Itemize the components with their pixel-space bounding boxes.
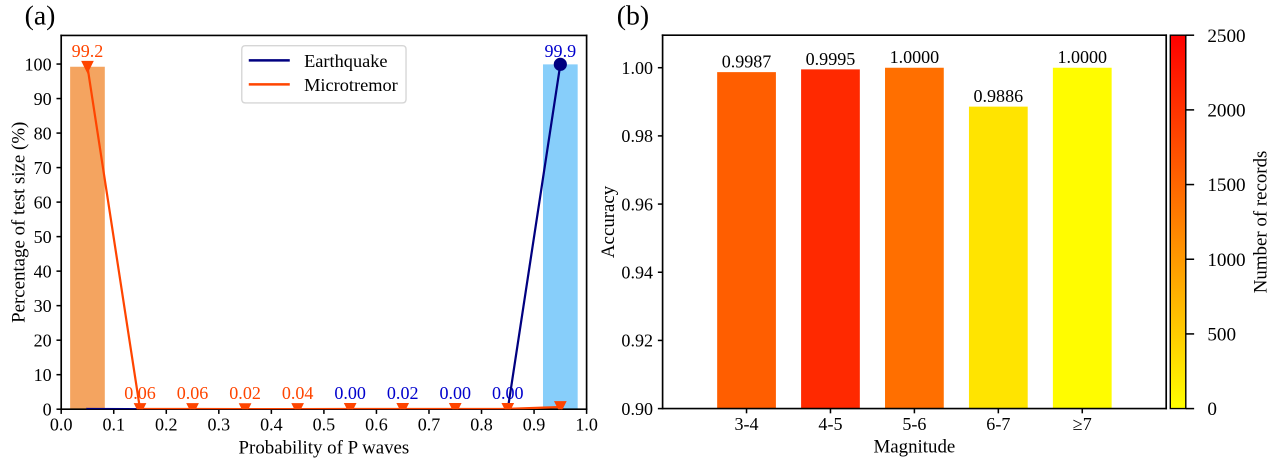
svg-text:0.1: 0.1 [102,415,125,435]
svg-text:50: 50 [34,227,52,247]
svg-text:0.92: 0.92 [621,331,653,351]
svg-text:0: 0 [43,399,52,419]
svg-text:0.9995: 0.9995 [806,49,856,69]
svg-text:Probability of P waves: Probability of P waves [239,437,410,458]
svg-text:0.8: 0.8 [470,415,493,435]
svg-text:0.00: 0.00 [439,383,471,403]
svg-text:0.2: 0.2 [155,415,178,435]
svg-text:0.00: 0.00 [334,383,366,403]
svg-text:20: 20 [34,330,52,350]
svg-text:1.00: 1.00 [621,58,653,78]
svg-text:0.96: 0.96 [621,194,653,214]
svg-text:10: 10 [34,365,52,385]
svg-text:60: 60 [34,192,52,212]
svg-text:2000: 2000 [1207,101,1245,122]
svg-text:(b): (b) [617,1,649,32]
svg-text:(a): (a) [25,1,56,32]
svg-text:90: 90 [34,89,52,109]
svg-text:Number of records: Number of records [1251,151,1269,294]
svg-text:0.90: 0.90 [621,399,653,419]
svg-text:30: 30 [34,296,52,316]
svg-text:Microtremor: Microtremor [304,75,398,95]
svg-text:80: 80 [34,123,52,143]
svg-text:0.02: 0.02 [229,383,261,403]
svg-text:0.6: 0.6 [365,415,388,435]
svg-text:70: 70 [34,158,52,178]
svg-text:0.00: 0.00 [492,383,524,403]
svg-text:0.4: 0.4 [260,415,283,435]
svg-text:0: 0 [1207,399,1217,420]
svg-text:1.0000: 1.0000 [890,47,940,67]
svg-text:0.3: 0.3 [208,415,231,435]
svg-text:3-4: 3-4 [735,414,759,434]
svg-text:Magnitude: Magnitude [874,437,956,458]
svg-text:6-7: 6-7 [986,414,1010,434]
svg-text:40: 40 [34,261,52,281]
svg-text:Earthquake: Earthquake [304,51,387,71]
svg-text:1000: 1000 [1207,250,1245,271]
svg-text:0.9987: 0.9987 [722,52,772,72]
svg-text:99.9: 99.9 [545,41,577,61]
svg-text:99.2: 99.2 [72,41,104,61]
svg-text:4-5: 4-5 [818,414,842,434]
svg-text:500: 500 [1207,325,1236,346]
svg-text:0.98: 0.98 [621,126,653,146]
svg-text:0.9886: 0.9886 [974,86,1024,106]
svg-text:2500: 2500 [1207,26,1245,47]
svg-text:1.0: 1.0 [575,415,598,435]
svg-text:1500: 1500 [1207,175,1245,196]
svg-text:1.0000: 1.0000 [1057,47,1107,67]
svg-text:100: 100 [25,54,52,74]
svg-text:5-6: 5-6 [902,414,926,434]
svg-text:0.06: 0.06 [177,383,209,403]
svg-text:0.06: 0.06 [124,383,156,403]
svg-text:0.7: 0.7 [418,415,441,435]
svg-text:0.04: 0.04 [282,383,314,403]
svg-text:0.94: 0.94 [621,263,653,283]
svg-text:0.5: 0.5 [313,415,336,435]
svg-text:≥7: ≥7 [1073,414,1092,434]
svg-text:Accuracy: Accuracy [598,185,619,258]
svg-text:Percentage of test size (%): Percentage of test size (%) [8,122,29,323]
svg-text:0.0: 0.0 [50,415,73,435]
svg-text:0.02: 0.02 [387,383,419,403]
svg-text:0.9: 0.9 [523,415,546,435]
